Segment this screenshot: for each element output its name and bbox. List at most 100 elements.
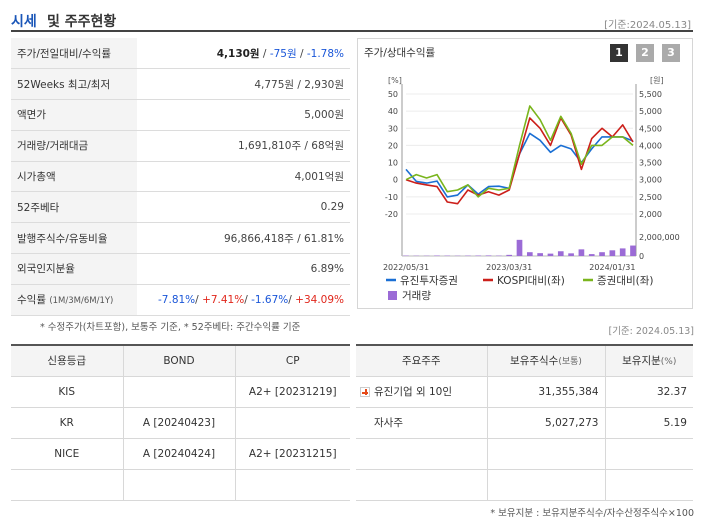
volume-bar [537, 253, 543, 256]
volume-bar [609, 250, 616, 256]
right-axis-tick: 2,000 [639, 210, 662, 219]
shareholder-name-text: 유진기업 외 10인 [374, 386, 452, 398]
ownership-pct: 32.37 [604, 376, 693, 408]
series-line [405, 117, 634, 205]
credit-rating-table: 신용등급 BOND CP KIS A2+ [20231219] KR A [2024… [11, 344, 350, 501]
column-header-sub: (보통) [558, 357, 582, 368]
table-row: KIS A2+ [20231219] [11, 375, 350, 408]
price-value: 4,130원 [216, 47, 260, 60]
summary-footnote: * 수정주가(차트포함), 보통주 기준, * 52주베타: 주간수익률 기준 [40, 322, 301, 333]
table-cell: A [20240423] [122, 406, 235, 439]
table-row: KR A [20240423] [11, 406, 350, 439]
summary-value: 4,001억원 [137, 161, 350, 193]
volume-bar [506, 254, 513, 256]
right-axis-tick: 3,500 [639, 159, 662, 168]
summary-label: 외국인지분율 [11, 253, 137, 285]
summary-row: 액면가 5,000원 [11, 99, 350, 131]
summary-label: 발행주식수/유동비율 [11, 222, 137, 255]
chart-title: 주가/상대수익률 [364, 47, 436, 59]
table-cell [122, 468, 235, 501]
returns-label: 수익률 [17, 294, 46, 307]
rate-value: -1.78% [306, 47, 344, 60]
summary-label: 주가/전일대비/수익률 [11, 38, 137, 70]
return-6m: -1.67% [251, 293, 289, 306]
chart-panel: [%] [원] 50 5,500 40 5,000 30 4,500 20 4,000 10 3,50… [357, 38, 693, 309]
table-row [356, 469, 693, 501]
shares-held [486, 438, 605, 470]
right-axis-tick: 4,500 [639, 124, 662, 133]
shares-held: 5,027,273 [486, 407, 605, 439]
volume-axis-tick: 0 [639, 252, 644, 261]
ownership-pct [604, 469, 693, 501]
summary-row: 시가총액 4,001억원 [11, 161, 350, 193]
summary-value: 96,866,418주 / 61.81% [137, 222, 350, 255]
volume-bar [547, 253, 554, 256]
table-row: NICE A [20240424] A2+ [20231215] [11, 437, 350, 470]
volume-bar [578, 249, 585, 256]
table-cell: KIS [11, 375, 123, 408]
summary-label: 거래량/거래대금 [11, 130, 137, 162]
summary-value: 4,775원 / 2,930원 [137, 68, 350, 101]
table-cell [122, 375, 235, 408]
chart-tab-3[interactable]: 3 [662, 44, 680, 62]
summary-label: 시가총액 [11, 161, 137, 193]
table-cell: A [20240424] [122, 437, 235, 470]
right-axis-tick: 4,000 [639, 141, 662, 150]
x-axis-tick: 2023/03/31 [486, 263, 532, 272]
chart-as-of-date: [기준: 2024.05.13] [608, 326, 694, 337]
column-header-sub: (%) [660, 357, 677, 368]
left-axis-tick: 10 [388, 159, 398, 168]
left-axis-tick: 30 [388, 124, 398, 133]
table-row[interactable]: 유진기업 외 10인 31,355,384 32.37 [356, 376, 693, 408]
summary-label: 52주베타 [11, 191, 137, 224]
left-axis-tick: 20 [388, 141, 398, 150]
summary-value: -7.81%/ +7.41%/ -1.67%/ +34.09% [137, 284, 350, 316]
column-header: 보유지분(%) [604, 344, 693, 377]
return-1m: -7.81% [158, 293, 196, 306]
returns-period-label: (1M/3M/6M/1Y) [49, 296, 114, 307]
table-header-row: 신용등급 BOND CP [11, 344, 350, 377]
table-row [356, 438, 693, 470]
column-header-text: 보유주식수 [510, 355, 559, 368]
summary-row: 52Weeks 최고/최저 4,775원 / 2,930원 [11, 68, 350, 101]
shareholder-name [356, 438, 487, 470]
volume-bar [485, 255, 492, 256]
left-axis-unit: [%] [388, 76, 402, 85]
left-axis-tick: 0 [393, 176, 398, 185]
table-cell: A2+ [20231215] [234, 437, 350, 470]
volume-bar [568, 253, 574, 256]
shareholder-name [356, 469, 487, 501]
shareholder-name: 자사주 [356, 407, 487, 439]
summary-value: 5,000원 [137, 99, 350, 131]
summary-row: 외국인지분율 6.89% [11, 253, 350, 285]
table-cell: KR [11, 406, 123, 439]
separator: / [296, 47, 307, 60]
left-axis-tick: -10 [385, 193, 398, 202]
summary-value: 0.29 [137, 191, 350, 224]
section-title-main: 시세 [11, 14, 37, 30]
chart-tab-1[interactable]: 1 [610, 44, 628, 62]
major-shareholders-table: 주요주주 보유주식수(보통) 보유지분(%) 유진기업 외 10인 31,355… [356, 344, 693, 501]
legend-label: 거래량 [402, 290, 431, 302]
x-axis-tick: 2022/05/31 [383, 263, 429, 272]
volume-bar [588, 254, 595, 256]
as-of-date: [기준:2024.05.13] [604, 20, 691, 31]
chart-tabs: 1 2 3 [610, 44, 680, 62]
shareholder-footnote: * 보유지분 : 보유지분주식수/자수산정주식수×100 [490, 508, 694, 519]
left-axis-tick: 50 [388, 90, 398, 99]
right-axis-tick: 5,500 [639, 90, 662, 99]
expand-plus-icon[interactable] [360, 386, 370, 397]
table-header-row: 주요주주 보유주식수(보통) 보유지분(%) [356, 344, 693, 377]
volume-bar [516, 239, 523, 256]
summary-label: 수익률 (1M/3M/6M/1Y) [11, 284, 137, 316]
right-axis-unit: [원] [650, 76, 664, 85]
volume-bar [557, 251, 564, 256]
chart-tab-2[interactable]: 2 [636, 44, 654, 62]
table-cell [11, 468, 123, 501]
volume-bar [619, 248, 626, 256]
table-cell: A2+ [20231219] [234, 375, 350, 408]
summary-row: 수익률 (1M/3M/6M/1Y) -7.81%/ +7.41%/ -1.67%… [11, 284, 350, 316]
column-header-text: 보유지분 [622, 355, 661, 368]
shareholder-name[interactable]: 유진기업 외 10인 [356, 376, 487, 408]
separator: / [259, 47, 270, 60]
